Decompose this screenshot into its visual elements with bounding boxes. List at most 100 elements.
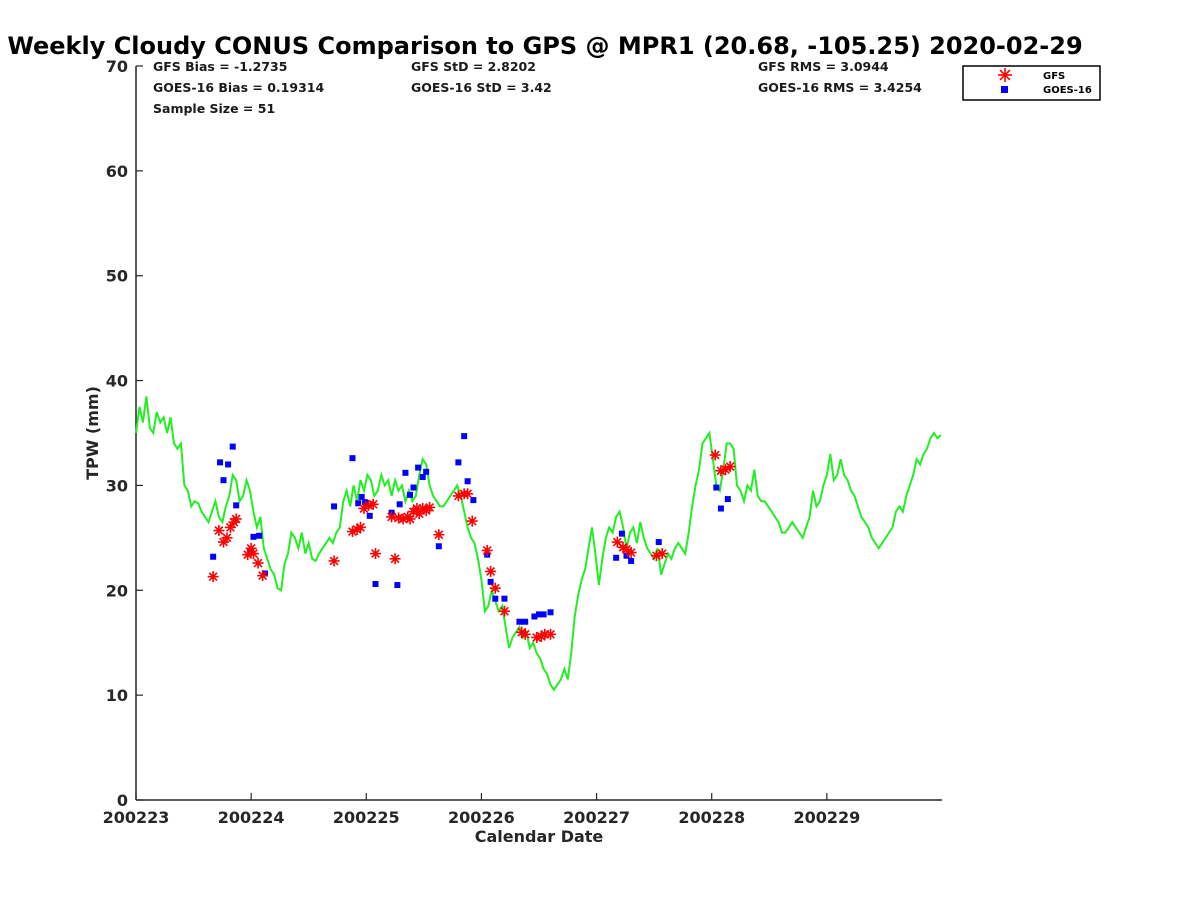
gfs-std-stat: GFS StD = 2.8202 <box>411 59 536 74</box>
gfs-rms-stat: GFS RMS = 3.0944 <box>758 59 889 74</box>
gfs-point <box>498 605 510 617</box>
gfs-point <box>424 501 436 513</box>
goes-point <box>402 469 409 476</box>
legend: GFS GOES-16 <box>962 65 1101 101</box>
goes-point <box>623 552 630 559</box>
goes-point <box>331 503 338 510</box>
goes-point <box>410 484 417 491</box>
goes-point <box>618 530 625 537</box>
x-tick-label: 200226 <box>448 808 515 827</box>
goes-std-stat: GOES-16 StD = 3.42 <box>411 80 552 95</box>
sample-size-stat: Sample Size = 51 <box>153 101 275 116</box>
gfs-point <box>389 553 401 565</box>
goes-point <box>717 505 724 512</box>
y-tick-label: 60 <box>106 162 128 181</box>
x-tick-label: 200227 <box>563 808 630 827</box>
gfs-point <box>247 548 259 560</box>
y-tick-label: 40 <box>106 372 128 391</box>
x-tick-label: 200229 <box>793 808 860 827</box>
goes-point <box>355 500 362 507</box>
x-tick-label: 200223 <box>103 808 170 827</box>
goes-point <box>516 618 523 625</box>
goes-point <box>713 484 720 491</box>
gfs-point <box>328 555 340 567</box>
gfs-point <box>545 628 557 640</box>
gfs-point <box>709 449 721 461</box>
y-tick-label: 30 <box>106 476 128 495</box>
goes-point <box>435 543 442 550</box>
y-tick-label: 10 <box>106 686 128 705</box>
x-ticks: 200223 200224 200225 200226 200227 200228 2002… <box>103 793 860 827</box>
goes-point <box>464 478 471 485</box>
x-tick-label: 200228 <box>678 808 745 827</box>
gfs-point <box>656 548 668 560</box>
legend-goes-marker <box>1001 86 1008 93</box>
goes-point <box>394 582 401 589</box>
goes-point <box>415 464 422 471</box>
gfs-point <box>230 513 242 525</box>
goes-point <box>501 595 508 602</box>
legend-gfs-asterisk <box>998 68 1012 82</box>
goes-point <box>531 613 538 620</box>
goes-point <box>250 533 257 540</box>
goes-point <box>225 461 232 468</box>
goes-point <box>349 455 356 462</box>
goes-point <box>372 580 379 587</box>
goes-point <box>628 557 635 564</box>
goes-point <box>492 595 499 602</box>
gfs-point <box>369 548 381 560</box>
y-tick-label: 70 <box>106 57 128 76</box>
gfs-point <box>221 532 233 544</box>
gfs-point <box>386 511 398 523</box>
goes-point <box>396 501 403 508</box>
y-tick-label: 50 <box>106 267 128 286</box>
y-tick-label: 20 <box>106 581 128 600</box>
x-axis-label: Calendar Date <box>475 827 604 846</box>
legend-gfs-marker <box>998 68 1012 82</box>
gfs-point <box>462 488 474 500</box>
goes-point <box>470 497 477 504</box>
gfs-point <box>485 565 497 577</box>
gfs-point <box>489 582 501 594</box>
goes-point <box>655 539 662 546</box>
x-tick-label: 200224 <box>218 808 285 827</box>
goes-point <box>407 491 414 498</box>
plot-area: 0 10 20 30 40 50 60 70 200223 200224 200225 200226… <box>103 57 942 827</box>
chart-title: Weekly Cloudy CONUS Comparison to GPS @ … <box>7 32 1082 60</box>
goes-bias-stat: GOES-16 Bias = 0.19314 <box>153 80 324 95</box>
goes-rms-stat: GOES-16 RMS = 3.4254 <box>758 80 922 95</box>
gfs-bias-stat: GFS Bias = -1.2735 <box>153 59 287 74</box>
gps-series-line <box>135 396 942 692</box>
y-tick-label: 0 <box>117 791 128 810</box>
gfs-point <box>724 461 736 473</box>
goes-point <box>210 553 217 560</box>
goes-point <box>522 618 529 625</box>
goes-point <box>540 611 547 618</box>
goes-point <box>547 609 554 616</box>
goes-point <box>455 459 462 466</box>
x-tick-label: 200225 <box>333 808 400 827</box>
gfs-point <box>207 571 219 583</box>
goes-point <box>366 512 373 519</box>
series-layer <box>135 396 942 692</box>
goes-point <box>419 474 426 481</box>
gfs-point <box>252 557 264 569</box>
gfs-point <box>625 547 637 559</box>
goes-point <box>461 433 468 440</box>
goes-point <box>613 554 620 561</box>
goes-point <box>229 443 236 450</box>
goes-point <box>724 496 731 503</box>
y-axis-label: TPW (mm) <box>83 386 102 480</box>
goes-point <box>256 532 263 539</box>
goes-point <box>536 611 542 618</box>
gfs-point <box>213 525 225 537</box>
gfs-point <box>466 515 478 527</box>
gfs-point <box>519 628 531 640</box>
gfs-point <box>257 570 269 582</box>
gfs-point <box>355 521 367 533</box>
gfs-point <box>481 544 493 556</box>
goes-point <box>233 502 240 509</box>
goes-point <box>423 468 430 475</box>
goes-point <box>358 493 365 500</box>
